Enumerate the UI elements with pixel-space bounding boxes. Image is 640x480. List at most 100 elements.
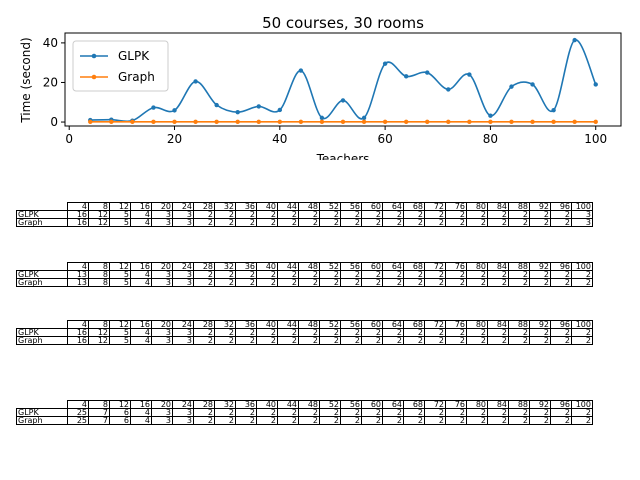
table-cell: 3 (151, 218, 173, 227)
table-cell: 2 (235, 408, 257, 417)
table-cell: 4 (130, 416, 152, 425)
table-cell: 2 (235, 218, 257, 227)
data-point-graph (130, 119, 135, 125)
table-cell: 2 (529, 278, 551, 287)
data-point-graph (593, 119, 598, 125)
table-cell: 2 (571, 408, 593, 417)
table-cell: 2 (214, 210, 236, 219)
table-cell: 2 (571, 278, 593, 287)
table-corner (17, 203, 68, 211)
table-cell: 2 (361, 336, 383, 345)
table-header-cell: 44 (277, 320, 299, 329)
table-cell: 16 (67, 210, 89, 219)
data-point-graph (214, 119, 219, 125)
table-row-label: Graph (16, 278, 68, 287)
table-cell: 2 (571, 270, 593, 279)
data-point-glpk (425, 70, 430, 75)
table-cell: 2 (319, 270, 341, 279)
table-cell: 3 (151, 416, 173, 425)
table-header-row: 4 8 12 16 20 24 28 32 36 40 44 48 52 56 60 64 68 72 76 80 84… (17, 202, 593, 211)
table-cell: 2 (382, 210, 404, 219)
table-row: GLPK 16 12 5 4 3 3 2 2 2 2 2 2 2 2 2 2 2 2 2 2 2 2 2 2 3 (16, 210, 593, 219)
table-cell: 12 (88, 336, 110, 345)
table-header-cell: 24 (172, 202, 194, 211)
table-header-cell: 92 (529, 202, 551, 211)
table-header-cell: 28 (193, 320, 215, 329)
table-header-cell: 44 (277, 400, 299, 409)
table-header-cell: 24 (172, 400, 194, 409)
table-cell: 2 (424, 210, 446, 219)
result-table-1: 4 8 12 16 20 24 28 32 36 40 44 48 52 56 60 64 68 72 76 80 84… (16, 202, 593, 227)
table-cell: 2 (298, 270, 320, 279)
data-point-graph (509, 119, 514, 125)
table-cell: 2 (508, 218, 530, 227)
table-cell: 4 (130, 278, 152, 287)
table-cell: 3 (151, 270, 173, 279)
table-cell: 2 (361, 328, 383, 337)
table-header-cell: 68 (403, 400, 425, 409)
table-row: Graph 16 12 5 4 3 3 2 2 2 2 2 2 2 2 2 2 2 2 2 2 2 2 2 2 3 (16, 218, 593, 227)
table-cell: 2 (508, 416, 530, 425)
table-cell: 3 (172, 270, 194, 279)
table-cell: 4 (130, 270, 152, 279)
table-cell: 2 (487, 416, 509, 425)
table-cell: 2 (466, 218, 488, 227)
table-cell: 2 (277, 336, 299, 345)
table-header-cell: 60 (361, 262, 383, 271)
legend-graph-marker (91, 74, 97, 80)
table-cell: 2 (466, 278, 488, 287)
table-cell: 2 (193, 328, 215, 337)
table-header-cell: 20 (151, 202, 173, 211)
table-cell: 5 (109, 210, 131, 219)
table-header-cell: 20 (151, 262, 173, 271)
table-cell: 12 (88, 210, 110, 219)
table-cell: 2 (277, 416, 299, 425)
table-cell: 2 (529, 210, 551, 219)
table-cell: 2 (424, 218, 446, 227)
table-cell: 7 (88, 416, 110, 425)
data-point-graph (551, 119, 556, 125)
table-cell: 2 (361, 270, 383, 279)
table-cell: 25 (67, 416, 89, 425)
table-cell: 2 (550, 408, 572, 417)
table-cell: 2 (256, 270, 278, 279)
table-header-cell: 16 (130, 262, 152, 271)
table-cell: 2 (319, 218, 341, 227)
table-header-cell: 56 (340, 202, 362, 211)
table-header-cell: 68 (403, 262, 425, 271)
table-cell: 12 (88, 328, 110, 337)
table-cell: 2 (550, 328, 572, 337)
table-cell: 2 (361, 416, 383, 425)
chart-title: 50 courses, 30 rooms (262, 14, 424, 32)
table-header-cell: 52 (319, 262, 341, 271)
table-header-cell: 96 (550, 320, 572, 329)
table-header-cell: 16 (130, 202, 152, 211)
table-header-cell: 64 (382, 262, 404, 271)
table-header-cell: 80 (466, 320, 488, 329)
data-point-glpk (403, 74, 409, 79)
table-cell: 2 (256, 210, 278, 219)
table-cell: 2 (403, 210, 425, 219)
table-cell: 2 (487, 336, 509, 345)
table-cell: 3 (571, 218, 593, 227)
table-header-cell: 4 (67, 400, 89, 409)
data-point-graph (488, 119, 493, 125)
table-header-cell: 16 (130, 320, 152, 329)
data-point-glpk (235, 109, 240, 115)
table-header-cell: 56 (340, 262, 362, 271)
table-header-cell: 44 (277, 202, 299, 211)
table-header-cell: 4 (67, 320, 89, 329)
table-cell: 2 (403, 328, 425, 337)
table-header-cell: 20 (151, 400, 173, 409)
table-cell: 2 (487, 210, 509, 219)
table-cell: 2 (466, 336, 488, 345)
table-header-cell: 68 (403, 202, 425, 211)
data-point-graph (256, 119, 261, 125)
table-cell: 25 (67, 408, 89, 417)
table-cell: 2 (298, 218, 320, 227)
table-cell: 2 (466, 416, 488, 425)
table-header-cell: 36 (235, 320, 257, 329)
table-header-cell: 84 (487, 262, 509, 271)
table-corner (17, 263, 68, 271)
table-cell: 2 (361, 210, 383, 219)
